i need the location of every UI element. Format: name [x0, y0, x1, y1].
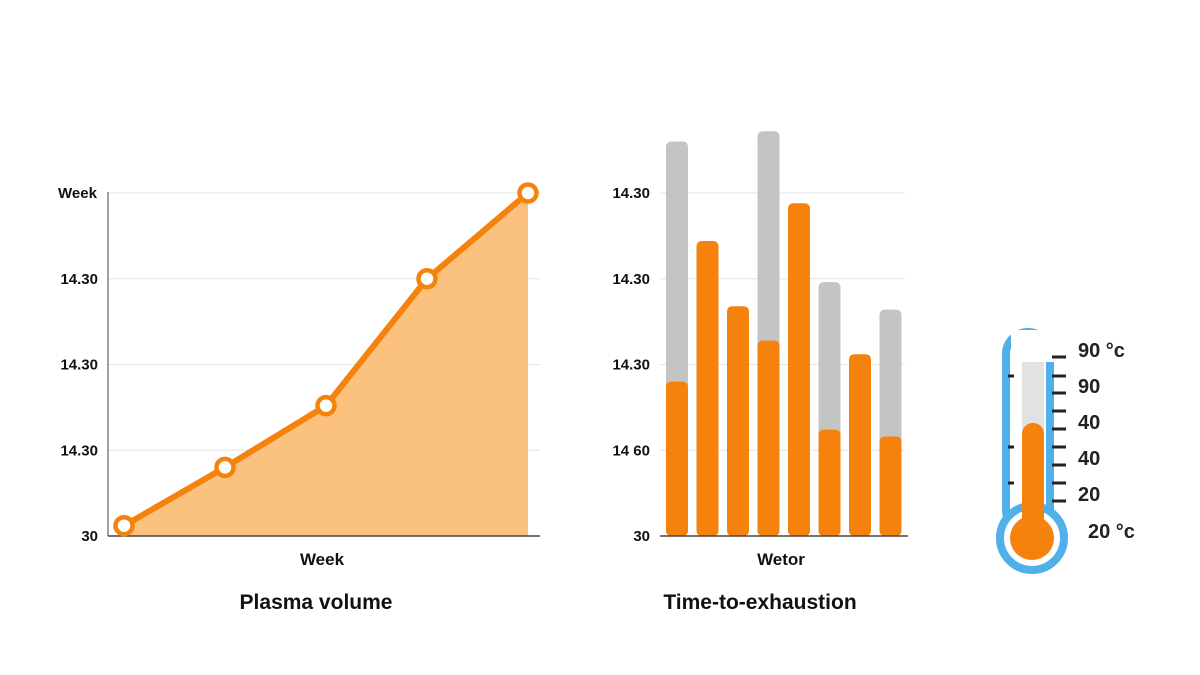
bar — [757, 340, 780, 536]
data-point — [517, 182, 539, 204]
bar — [879, 436, 902, 536]
data-point — [315, 394, 337, 417]
bar — [666, 381, 688, 536]
scale-label: 40 — [1078, 412, 1100, 434]
y-tick-label: Week — [58, 185, 98, 202]
bar — [849, 354, 871, 536]
y-tick-label: 14.30 — [60, 271, 98, 288]
chart-title: Time-to-exhaustion — [663, 591, 856, 614]
thermometer-gauge: 90 °c 90 40 40 20 20 °c — [996, 328, 1135, 574]
time-to-exhaustion-chart: 30 14 60 14.30 14.30 14.30 Wetor Time-to-exh… — [612, 131, 908, 614]
bars — [666, 131, 902, 537]
x-axis-label: Wetor — [757, 550, 805, 569]
scale-label: 20 °c — [1088, 521, 1135, 543]
bar — [727, 306, 749, 536]
y-tick-label: 14.30 — [60, 357, 98, 374]
y-tick-label: 14.30 — [612, 357, 650, 374]
scale-ticks — [1008, 355, 1066, 503]
y-tick-labels: 30 14 60 14.30 14.30 14.30 — [612, 185, 650, 545]
y-tick-label: 14.30 — [612, 185, 650, 202]
scale-label: 90 — [1078, 376, 1100, 398]
thermometer-bulb — [1010, 516, 1054, 560]
scale-label: 20 — [1078, 484, 1100, 506]
scale-label: 40 — [1078, 448, 1100, 470]
y-tick-label: 14.30 — [612, 271, 650, 288]
data-points — [113, 182, 539, 537]
chart-title: Plasma volume — [240, 591, 393, 614]
bar — [696, 241, 719, 536]
data-point — [113, 514, 135, 537]
bar — [788, 203, 810, 537]
y-tick-label: 14 60 — [612, 442, 650, 459]
bar — [818, 429, 841, 536]
plasma-volume-chart: 30 14.30 14.30 14.30 Week Week Plasma volume — [58, 182, 540, 614]
x-axis-label: Week — [300, 550, 345, 569]
y-tick-label: 30 — [633, 528, 650, 545]
thermometer-cap-mask — [1011, 330, 1057, 362]
y-tick-label: 30 — [81, 528, 98, 545]
data-point — [416, 268, 438, 290]
y-tick-labels: 30 14.30 14.30 14.30 Week — [58, 185, 98, 545]
scale-label: 90 °c — [1078, 340, 1125, 362]
y-tick-label: 14.30 — [60, 442, 98, 459]
thermometer-level — [1022, 422, 1044, 532]
data-point — [214, 456, 236, 479]
